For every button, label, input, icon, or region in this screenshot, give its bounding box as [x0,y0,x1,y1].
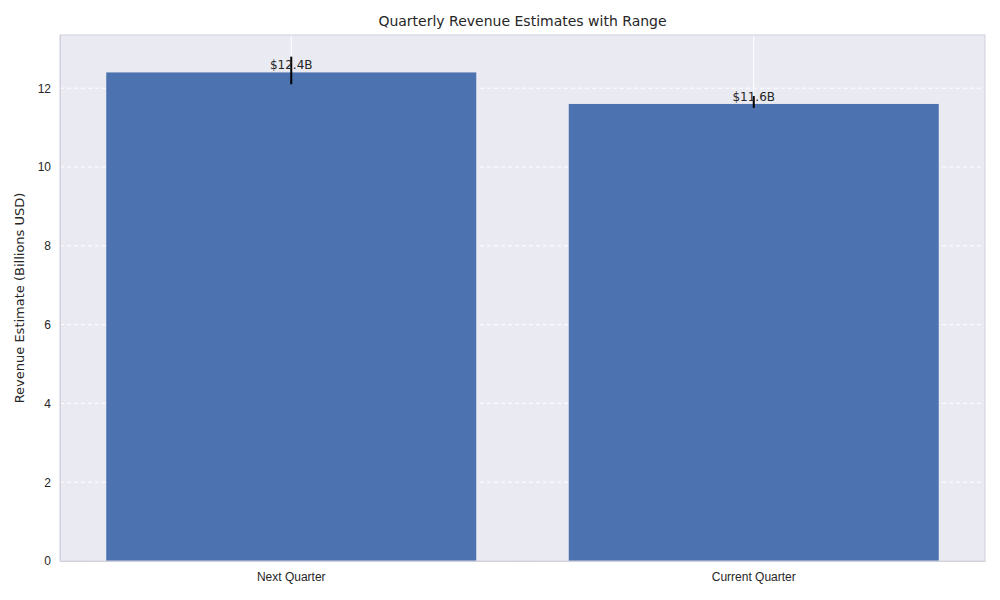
plot: 0 2 4 6 8 10 12 Next Quarter Current Quarter $12.… [38,35,986,584]
grid [60,35,985,561]
y-tick-label: 10 [38,160,52,174]
x-axis: Next Quarter Current Quarter [61,561,986,584]
x-tick: Next Quarter [257,561,326,584]
y-tick: 0 [44,554,60,568]
y-tick: 12 [38,82,60,96]
data-labels: $12.4B $11.6B [270,58,775,104]
y-tick-label: 8 [44,239,51,253]
x-tick: Current Quarter [712,561,796,584]
bar [569,104,939,561]
y-tick: 8 [44,239,60,253]
title: Quarterly Revenue Estimates with Range [378,13,666,29]
y-axis-line [60,36,61,562]
y-axis-title: Revenue Estimate (Billions USD) [12,193,27,404]
y-tick-label: 0 [44,554,51,568]
y-tick-label: 12 [38,82,52,96]
plot-frame [60,35,985,561]
data-label: $12.4B [270,58,313,72]
y-tick-label: 2 [44,476,51,490]
y-tick: 10 [38,160,60,174]
marks [106,57,939,561]
y-tick: 4 [44,397,60,411]
y-tick-label: 4 [44,397,51,411]
y-axis: 0 2 4 6 8 10 12 [38,36,61,569]
y-tick: 6 [44,318,60,332]
y-tick: 2 [44,476,60,490]
x-tick-label: Next Quarter [257,570,326,584]
data-label: $11.6B [732,90,775,104]
x-axis-line [61,561,986,562]
y-tick-label: 6 [44,318,51,332]
x-tick-label: Current Quarter [712,570,796,584]
plot-background [60,35,985,561]
bar [106,72,476,561]
